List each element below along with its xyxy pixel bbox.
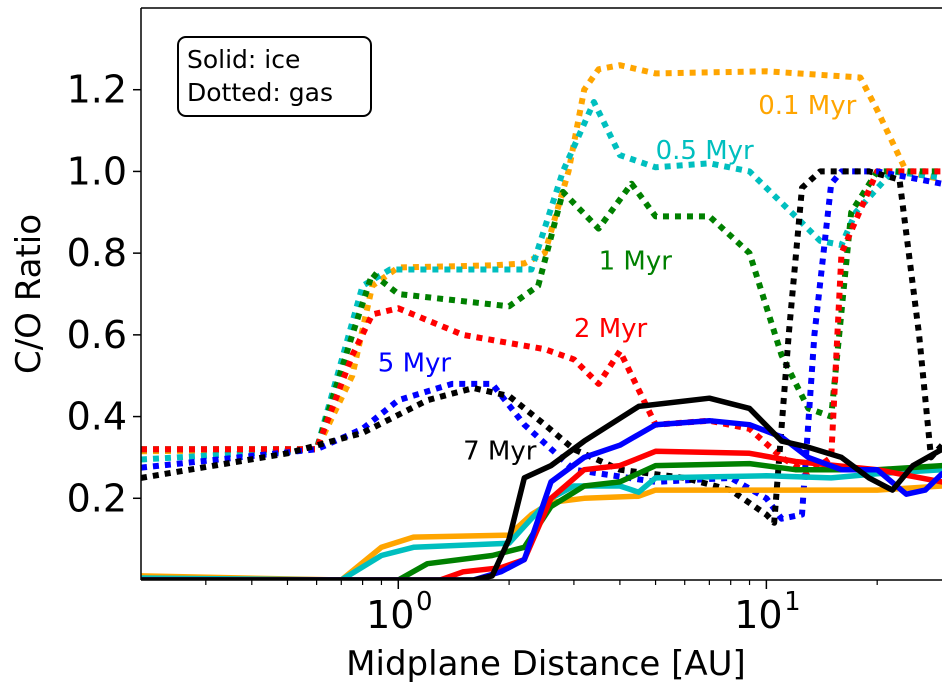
series-label-0: 0.1 Myr <box>758 91 856 121</box>
y-tick-label: 0.6 <box>67 313 127 357</box>
legend-line-dotted: Dotted: gas <box>187 78 333 107</box>
gas-line-series-5 <box>141 168 942 526</box>
ice-line-series-0 <box>141 483 942 580</box>
x-tick-label: 10 <box>734 593 782 637</box>
legend-frame <box>177 36 372 117</box>
series-label-3: 2 Myr <box>574 314 648 344</box>
ice-line-series-1 <box>141 466 942 580</box>
ice-line-series-5 <box>141 395 942 580</box>
x-tick-exponent: 0 <box>416 587 433 617</box>
y-tick-label: 0.2 <box>67 476 127 520</box>
series-label-5: 7 Myr <box>463 437 537 467</box>
gas-line-series-4 <box>141 168 942 522</box>
x-tick-label: 10 <box>366 593 414 637</box>
ice-line-series-2 <box>141 460 942 580</box>
x-axis-title: Midplane Distance [AU] <box>346 644 746 684</box>
gas-line-series-1 <box>141 99 942 463</box>
series-layer <box>141 62 942 580</box>
axes-layer: 0.20.40.60.81.01.210 0 10 1 <box>67 7 942 637</box>
x-tick-exponent: 1 <box>784 587 801 617</box>
y-axis-title: C/O Ratio <box>9 214 49 374</box>
ice-line-series-4 <box>141 417 942 580</box>
series-label-2: 1 Myr <box>599 247 673 277</box>
y-tick-label: 1.2 <box>67 68 127 112</box>
y-tick-label: 0.8 <box>67 231 127 275</box>
y-tick-label: 0.4 <box>67 395 127 439</box>
series-label-4: 5 Myr <box>378 349 452 379</box>
legend-box: Solid: ice Dotted: gas <box>177 36 372 117</box>
gas-line-series-3 <box>141 168 942 477</box>
y-tick-label: 1.0 <box>67 149 127 193</box>
series-label-1: 0.5 Myr <box>656 136 754 166</box>
legend-line-solid: Solid: ice <box>187 45 300 74</box>
ice-line-series-3 <box>141 448 942 580</box>
